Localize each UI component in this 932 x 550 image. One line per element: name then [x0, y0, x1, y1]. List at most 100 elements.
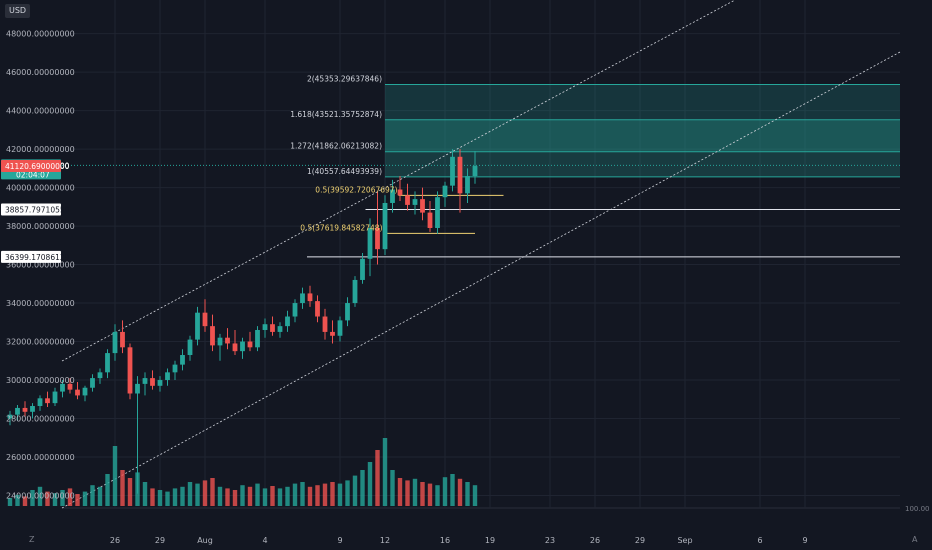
volume-bar [120, 470, 125, 506]
volume-bar [412, 478, 418, 506]
x-tick-label: 12 [380, 536, 390, 545]
volume-bar [7, 498, 13, 506]
volume-bar [262, 488, 268, 506]
candle-body [352, 279, 358, 304]
candle-body [450, 156, 455, 186]
volume-bar [300, 482, 305, 506]
x-tick-label: 19 [485, 536, 495, 545]
fib-zone [385, 84, 900, 120]
volume-bar [67, 488, 73, 506]
price-tags: 41152.1500000002:04:0741120.690000003885… [1, 159, 70, 263]
volume-bar [187, 482, 193, 506]
volume-bar [345, 480, 350, 506]
candle-body [67, 383, 73, 390]
volume-bar [270, 486, 275, 506]
candle-body [172, 364, 178, 373]
candle-body [255, 329, 260, 348]
x-tick-label: 9 [802, 536, 807, 545]
candle-body [285, 316, 290, 327]
volume-bar [435, 485, 440, 506]
candle-body [150, 378, 155, 386]
y-tick-label: 42000.00000000 [6, 145, 75, 154]
volume-bar [180, 486, 185, 506]
candle-body [157, 380, 163, 386]
x-tick-label: 29 [155, 536, 165, 545]
volume-bar [52, 493, 58, 506]
horizontal-levels [307, 194, 900, 258]
candle-body [135, 383, 140, 394]
candle-body [22, 407, 28, 412]
volume-bar [457, 478, 463, 506]
candle-body [262, 324, 268, 330]
half-level-label: 0.5(37619.84582748) [300, 223, 382, 232]
candle-body [195, 312, 200, 340]
fib-labels: 2(45353.29637846) 1.618(43521.35752874) 1.… [290, 75, 397, 233]
volume-bar [247, 486, 253, 506]
candle-body [202, 312, 208, 327]
candle-body [105, 353, 110, 373]
volume-bar [397, 478, 403, 506]
currency-badge[interactable]: USD [5, 4, 31, 18]
volume-bar [375, 450, 380, 506]
volume-bar [292, 483, 298, 506]
price-tag-value: 36399.17086129 [5, 253, 70, 262]
candle-body [270, 324, 275, 332]
y-tick-label: 36000.00000000 [6, 261, 75, 270]
candle-body [427, 212, 433, 228]
candle-body [405, 195, 410, 205]
volume-bar [165, 491, 170, 506]
volume-bar [472, 485, 478, 506]
fib-extension-zones [62, 84, 900, 178]
volume-bar [427, 483, 433, 506]
volume-bar [360, 470, 365, 506]
y-tick-label: 44000.00000000 [6, 107, 75, 116]
x-tick-label: 9 [337, 536, 342, 545]
candle-body [180, 355, 185, 365]
candle-body [397, 189, 403, 196]
candle-body [52, 391, 58, 404]
volume-bar [90, 485, 95, 506]
x-tick-label: 26 [110, 536, 120, 545]
candle-body [382, 202, 388, 250]
candle-body [75, 389, 80, 396]
candle-body [165, 372, 170, 381]
volume-bar [142, 482, 148, 506]
y-tick-label: 28000.00000000 [6, 415, 75, 424]
y-tick-label: 48000.00000000 [6, 30, 75, 39]
candle-body [307, 293, 313, 302]
fib-level-label: 1.618(43521.35752874) [290, 110, 382, 119]
candle-body [232, 343, 238, 352]
x-tick-label: Aug [197, 536, 213, 545]
zoom-icon[interactable]: Z [29, 535, 35, 544]
candle-body [97, 372, 103, 379]
candle-body [187, 339, 193, 356]
volume-bar [337, 483, 343, 506]
candle-body [277, 326, 283, 332]
time-axis[interactable]: 26 29 Aug 4 9 12 16 19 23 26 29 Sep 6 9 [110, 536, 808, 545]
auto-scale-button[interactable]: A [912, 535, 918, 544]
volume-bar [307, 486, 313, 506]
volume-bar [277, 488, 283, 506]
price-tag-value: 41120.69000000 [5, 162, 70, 171]
price-tag-countdown: 02:04:07 [16, 170, 50, 179]
volume-bar [195, 483, 200, 506]
candle-body [247, 341, 253, 348]
volume-bar [390, 470, 395, 506]
channel-lower [61, 51, 901, 509]
candle-body [360, 258, 365, 280]
candle-body [300, 293, 305, 304]
candle-body [37, 398, 43, 407]
candle-body [337, 320, 343, 336]
candle-body [240, 341, 245, 352]
volume-bar [157, 490, 163, 506]
fib-level-label: 1.272(41862.06213082) [290, 142, 382, 151]
volume-bar [112, 446, 118, 506]
price-axis[interactable]: 24000.00000000 26000.00000000 28000.000000… [6, 30, 75, 501]
candle-body [142, 378, 148, 384]
volume-bar [45, 491, 50, 506]
y-tick-label: 38000.00000000 [6, 222, 75, 231]
volume-bar [420, 482, 425, 506]
